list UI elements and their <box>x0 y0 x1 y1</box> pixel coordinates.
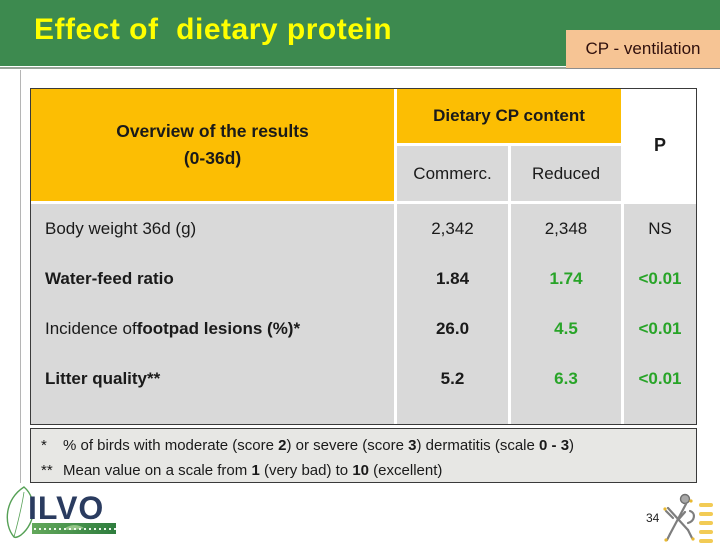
footnote-text: 2 <box>278 437 287 454</box>
label-text-bold: Litter quality** <box>45 369 161 388</box>
cell-commerc: 26.0 <box>397 304 508 354</box>
table-row-header-cell: Overview of the results (0-36d) <box>31 89 394 201</box>
filler-cell <box>511 404 621 424</box>
flemish-lion-icon <box>658 490 702 547</box>
footnote-text: 3 <box>408 437 417 454</box>
footnote-box: * % of birds with moderate (score 2) or s… <box>30 428 697 483</box>
footnote-text: Mean value on a scale from <box>63 462 252 479</box>
footnote-text: % of birds with moderate (score <box>63 437 279 454</box>
cell-commerc: 1.84 <box>397 254 508 304</box>
cell-reduced: 2,348 <box>511 204 621 254</box>
footnote-text: ) <box>569 437 575 454</box>
footnote-text: ) dermatitis (scale <box>416 437 540 454</box>
group-header-cell: Dietary CP content <box>397 89 621 143</box>
cell-p: <0.01 <box>624 304 696 354</box>
slide-title: Effect of dietary protein <box>34 13 393 46</box>
header-divider <box>0 67 720 69</box>
footnote-text: ) or severe (score <box>286 437 409 454</box>
results-table: Overview of the results (0-36d) Dietary … <box>30 88 697 425</box>
label-text: Body weight 36d (g) <box>45 219 197 238</box>
cell-reduced: 6.3 <box>511 354 621 404</box>
filler-cell <box>397 404 508 424</box>
section-tag: CP - ventilation <box>566 30 720 69</box>
ilvo-logo-graphic: ILVO <box>6 486 116 539</box>
label-text-bold: footpad lesions (%)* <box>136 319 301 338</box>
col-header-commerc: Commerc. <box>397 146 508 201</box>
footnote-text: (excellent) <box>369 462 443 479</box>
footnote-text: 1 <box>251 462 260 479</box>
ilvo-logo: ILVO <box>2 484 124 540</box>
label-text-bold: Water-feed ratio <box>45 269 174 288</box>
cell-commerc: 2,342 <box>397 204 508 254</box>
section-tag-label: CP - ventilation <box>585 39 701 58</box>
left-guide-line <box>20 70 21 483</box>
leaf-icon <box>6 486 35 539</box>
cell-reduced: 1.74 <box>511 254 621 304</box>
table-row-label: Body weight 36d (g) <box>31 204 394 254</box>
col-header-reduced: Reduced <box>511 146 621 201</box>
table-row-label: Incidence of footpad lesions (%)* <box>31 304 394 354</box>
footnote-1: * % of birds with moderate (score 2) or s… <box>41 433 696 458</box>
ilvo-logo-text: ILVO <box>28 490 104 526</box>
table-row-label: Water-feed ratio <box>31 254 394 304</box>
cell-commerc: 5.2 <box>397 354 508 404</box>
banner-tiny-text-marks <box>34 528 116 530</box>
p-column-header: P <box>653 134 666 155</box>
table-row-label: Litter quality** <box>31 354 394 404</box>
footnote-text: 10 <box>352 462 370 479</box>
row-header-line1: Overview of the results <box>116 121 309 141</box>
cell-p: <0.01 <box>624 254 696 304</box>
cell-p: <0.01 <box>624 354 696 404</box>
cell-p: NS <box>624 204 696 254</box>
cell-reduced: 4.5 <box>511 304 621 354</box>
footnote-1-marker: * <box>41 437 47 454</box>
label-text: Incidence of <box>45 319 137 338</box>
page-number: 34 <box>646 511 660 525</box>
footnote-2: ** Mean value on a scale from 1 (very bad… <box>41 458 696 483</box>
row-header-line2: (0-36d) <box>183 148 242 168</box>
footnote-2-marker: ** <box>41 462 53 479</box>
leaf-vein <box>13 491 25 538</box>
lion-graphic <box>663 493 695 542</box>
filler-cell <box>624 404 696 424</box>
footnote-text: (very bad) to <box>259 462 353 479</box>
filler-cell <box>31 404 394 424</box>
footnote-text: 0 - 3 <box>539 437 570 454</box>
